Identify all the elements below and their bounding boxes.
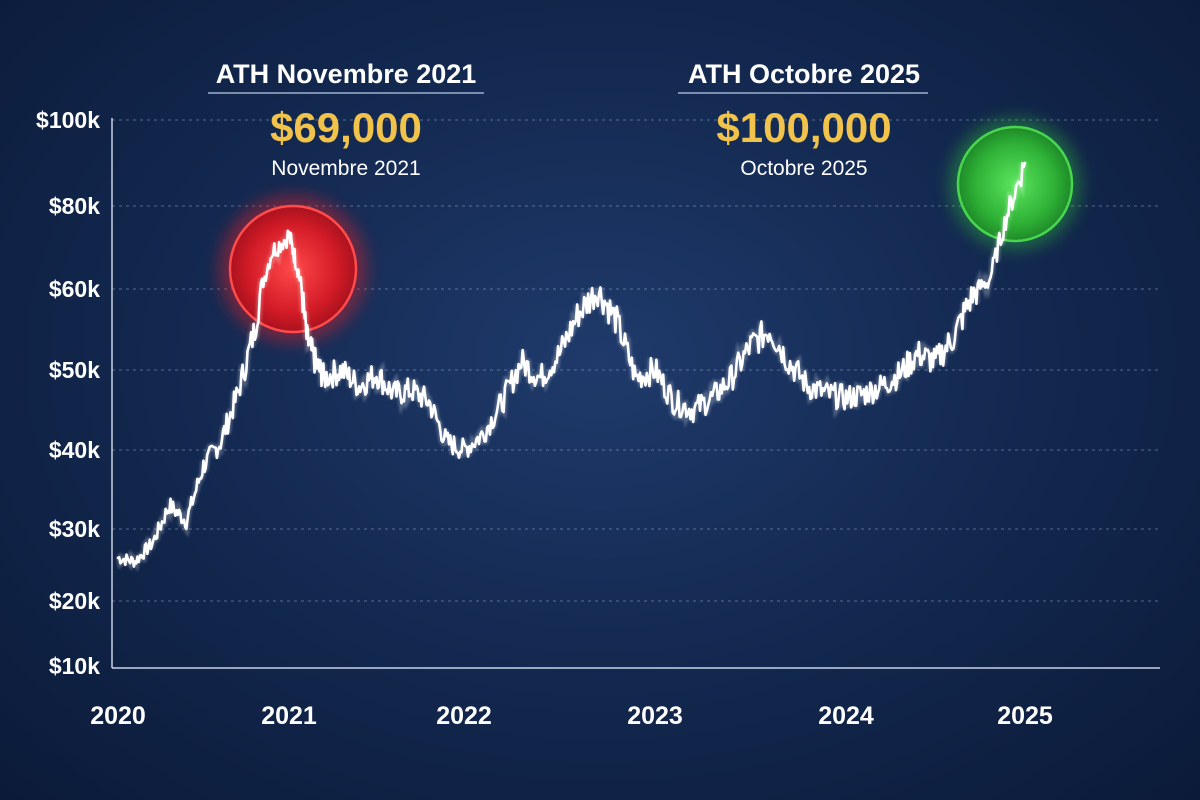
x-axis-ticks: 2020 2021 2022 2023 2024 2025 [90,702,1053,730]
y-tick-label: $60k [49,276,100,302]
y-tick-label: $50k [49,357,100,383]
x-tick-label: 2024 [818,702,874,730]
annotation-ath-2021: ATH Novembre 2021 $69,000 Novembre 2021 [208,59,484,180]
x-tick-label: 2021 [261,702,317,730]
y-tick-label: $40k [49,437,100,463]
y-tick-label: $10k [49,653,100,679]
annotation-subtext: Octobre 2025 [740,157,867,180]
annotation-price: $100,000 [716,104,891,151]
annotation-heading: ATH Octobre 2025 [688,59,920,89]
x-tick-label: 2020 [90,702,146,730]
y-tick-label: $30k [49,516,100,542]
annotation-price: $69,000 [270,104,422,151]
x-tick-label: 2023 [627,702,683,730]
annotation-subtext: Novembre 2021 [271,157,420,180]
x-tick-label: 2025 [997,702,1053,730]
y-tick-label: $80k [49,193,100,219]
annotation-heading: ATH Novembre 2021 [216,59,477,89]
y-tick-label: $100k [36,107,100,133]
y-tick-label: $20k [49,588,100,614]
x-tick-label: 2022 [436,702,492,730]
annotation-ath-2025: ATH Octobre 2025 $100,000 Octobre 2025 [678,59,928,180]
y-axis-ticks: $10k $20k $30k $40k $50k $60k $80k $100k [36,107,100,679]
price-line [116,161,1027,568]
